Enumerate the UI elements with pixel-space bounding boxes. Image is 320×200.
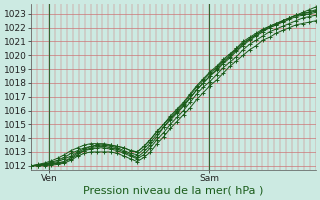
X-axis label: Pression niveau de la mer( hPa ): Pression niveau de la mer( hPa ) [84, 186, 264, 196]
